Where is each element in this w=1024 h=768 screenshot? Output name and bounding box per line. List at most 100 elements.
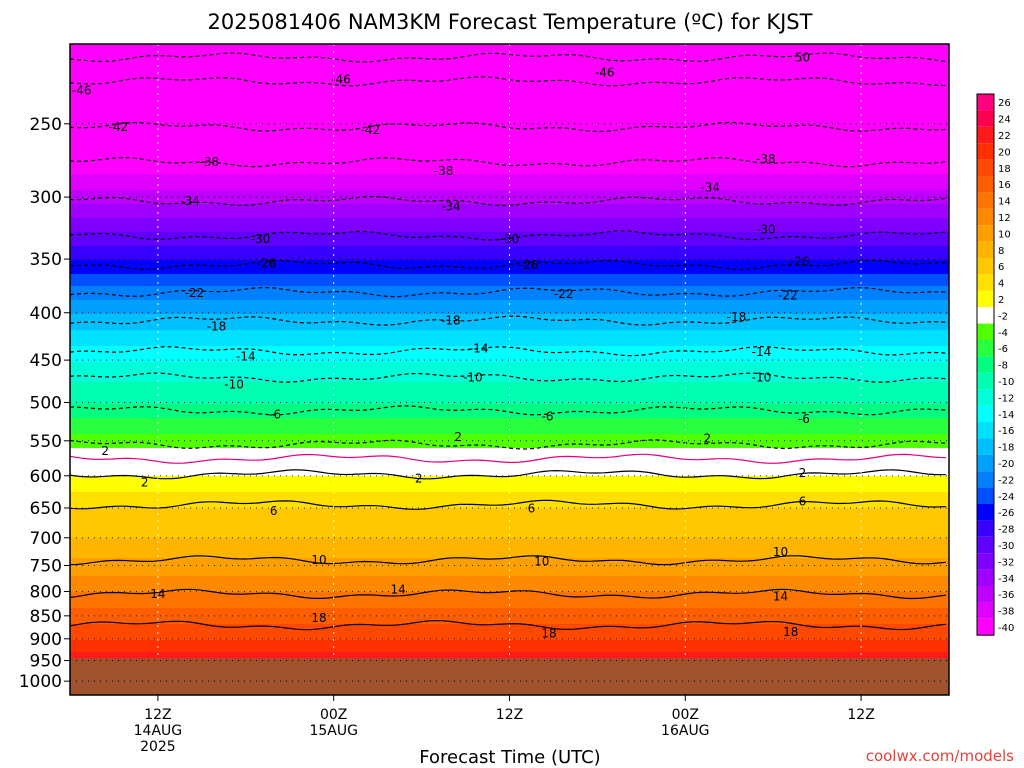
colorbar-tick-label: -8 <box>998 361 1008 372</box>
temperature-band <box>70 466 949 469</box>
temperature-band <box>70 98 949 101</box>
temperature-band <box>70 280 949 283</box>
temperature-band <box>70 138 949 141</box>
temperature-band <box>70 96 949 99</box>
temperature-band <box>70 420 949 423</box>
colorbar-swatch <box>977 471 994 488</box>
temperature-band <box>70 584 949 587</box>
temperature-band <box>70 230 949 233</box>
pressure-tick-label: 650 <box>30 499 62 519</box>
time-tick-label: 14AUG <box>134 723 183 739</box>
temperature-band <box>70 458 949 461</box>
temperature-band <box>70 132 949 135</box>
temperature-band <box>70 182 949 185</box>
contour-label: -26 <box>257 257 277 271</box>
temperature-band <box>70 626 949 629</box>
temperature-band <box>70 74 949 77</box>
temperature-band <box>70 146 949 149</box>
pressure-tick-label: 350 <box>30 250 62 270</box>
temperature-band <box>70 336 949 339</box>
temperature-band <box>70 580 949 583</box>
colorbar-swatch <box>977 454 994 472</box>
colorbar-tick-label: -16 <box>998 426 1014 437</box>
temperature-band <box>70 516 949 519</box>
contour-label: 6 <box>799 495 807 509</box>
pressure-tick-label: 450 <box>30 351 62 371</box>
temperature-band <box>70 54 949 57</box>
temperature-band <box>70 402 949 405</box>
temperature-band <box>70 76 949 79</box>
colorbar-swatch <box>977 618 994 636</box>
contour-label: 14 <box>391 582 406 596</box>
temperature-band <box>70 454 949 457</box>
temperature-band <box>70 636 949 639</box>
contour-label: -42 <box>109 120 129 134</box>
source-credit[interactable]: coolwx.com/models <box>866 747 1014 765</box>
temperature-band <box>70 462 949 465</box>
temperature-band <box>70 392 949 395</box>
contour-label: 2 <box>454 430 462 444</box>
contour-label: -6 <box>798 412 810 426</box>
colorbar-tick-label: 16 <box>998 180 1011 191</box>
temperature-band <box>70 482 949 485</box>
temperature-band <box>70 314 949 317</box>
pressure-tick-label: 600 <box>30 467 62 487</box>
contour-label: -30 <box>500 232 520 246</box>
temperature-band <box>70 130 949 133</box>
colorbar-swatch <box>977 340 994 357</box>
colorbar-tick-label: -26 <box>998 508 1014 519</box>
colorbar-swatch <box>977 225 994 242</box>
temperature-band <box>70 538 949 541</box>
temperature-band <box>70 192 949 195</box>
colorbar-tick-label: -32 <box>998 557 1014 568</box>
temperature-band <box>70 168 949 171</box>
temperature-band <box>70 286 949 289</box>
temperature-band <box>70 60 949 63</box>
temperature-band <box>70 376 949 379</box>
temperature-band <box>70 88 949 91</box>
temperature-band <box>70 384 949 387</box>
temperature-band <box>70 248 949 251</box>
contour-label: -46 <box>72 83 92 97</box>
temperature-band <box>70 452 949 455</box>
temperature-band <box>70 390 949 393</box>
temperature-band <box>70 244 949 247</box>
contour-label: -18 <box>441 314 461 328</box>
temperature-band <box>70 238 949 241</box>
temperature-band <box>70 504 949 507</box>
temperature-band <box>70 46 949 49</box>
contour-label: 50 <box>795 50 810 64</box>
contour-label: 10 <box>534 555 549 569</box>
temperature-band <box>70 488 949 491</box>
contour-label: 14 <box>150 587 165 601</box>
colorbar-tick-label: 6 <box>998 262 1004 273</box>
temperature-band <box>70 650 949 653</box>
contour-label: -18 <box>727 310 747 324</box>
colorbar-tick-label: -12 <box>998 393 1014 404</box>
temperature-band <box>70 438 949 441</box>
temperature-band <box>70 56 949 59</box>
colorbar-swatch <box>977 553 994 570</box>
temperature-band <box>70 70 949 73</box>
temperature-band <box>70 378 949 381</box>
pressure-tick-label: 500 <box>30 393 62 413</box>
temperature-band <box>70 348 949 351</box>
temperature-band <box>70 160 949 163</box>
colorbar-swatch <box>977 438 994 455</box>
temperature-band <box>70 518 949 521</box>
contour-line <box>70 619 947 631</box>
temperature-band <box>70 62 949 65</box>
colorbar-tick-label: -18 <box>998 443 1014 454</box>
contour-label: 10 <box>773 545 788 559</box>
temperature-band <box>70 124 949 127</box>
temperature-band <box>70 340 949 343</box>
temperature-band <box>70 126 949 129</box>
temperature-band <box>70 188 949 191</box>
temperature-band <box>70 480 949 483</box>
colorbar-tick-label: 10 <box>998 229 1011 240</box>
colorbar-swatch <box>977 94 994 111</box>
temperature-band <box>70 426 949 429</box>
temperature-band <box>70 256 949 259</box>
temperature-band <box>70 608 949 611</box>
